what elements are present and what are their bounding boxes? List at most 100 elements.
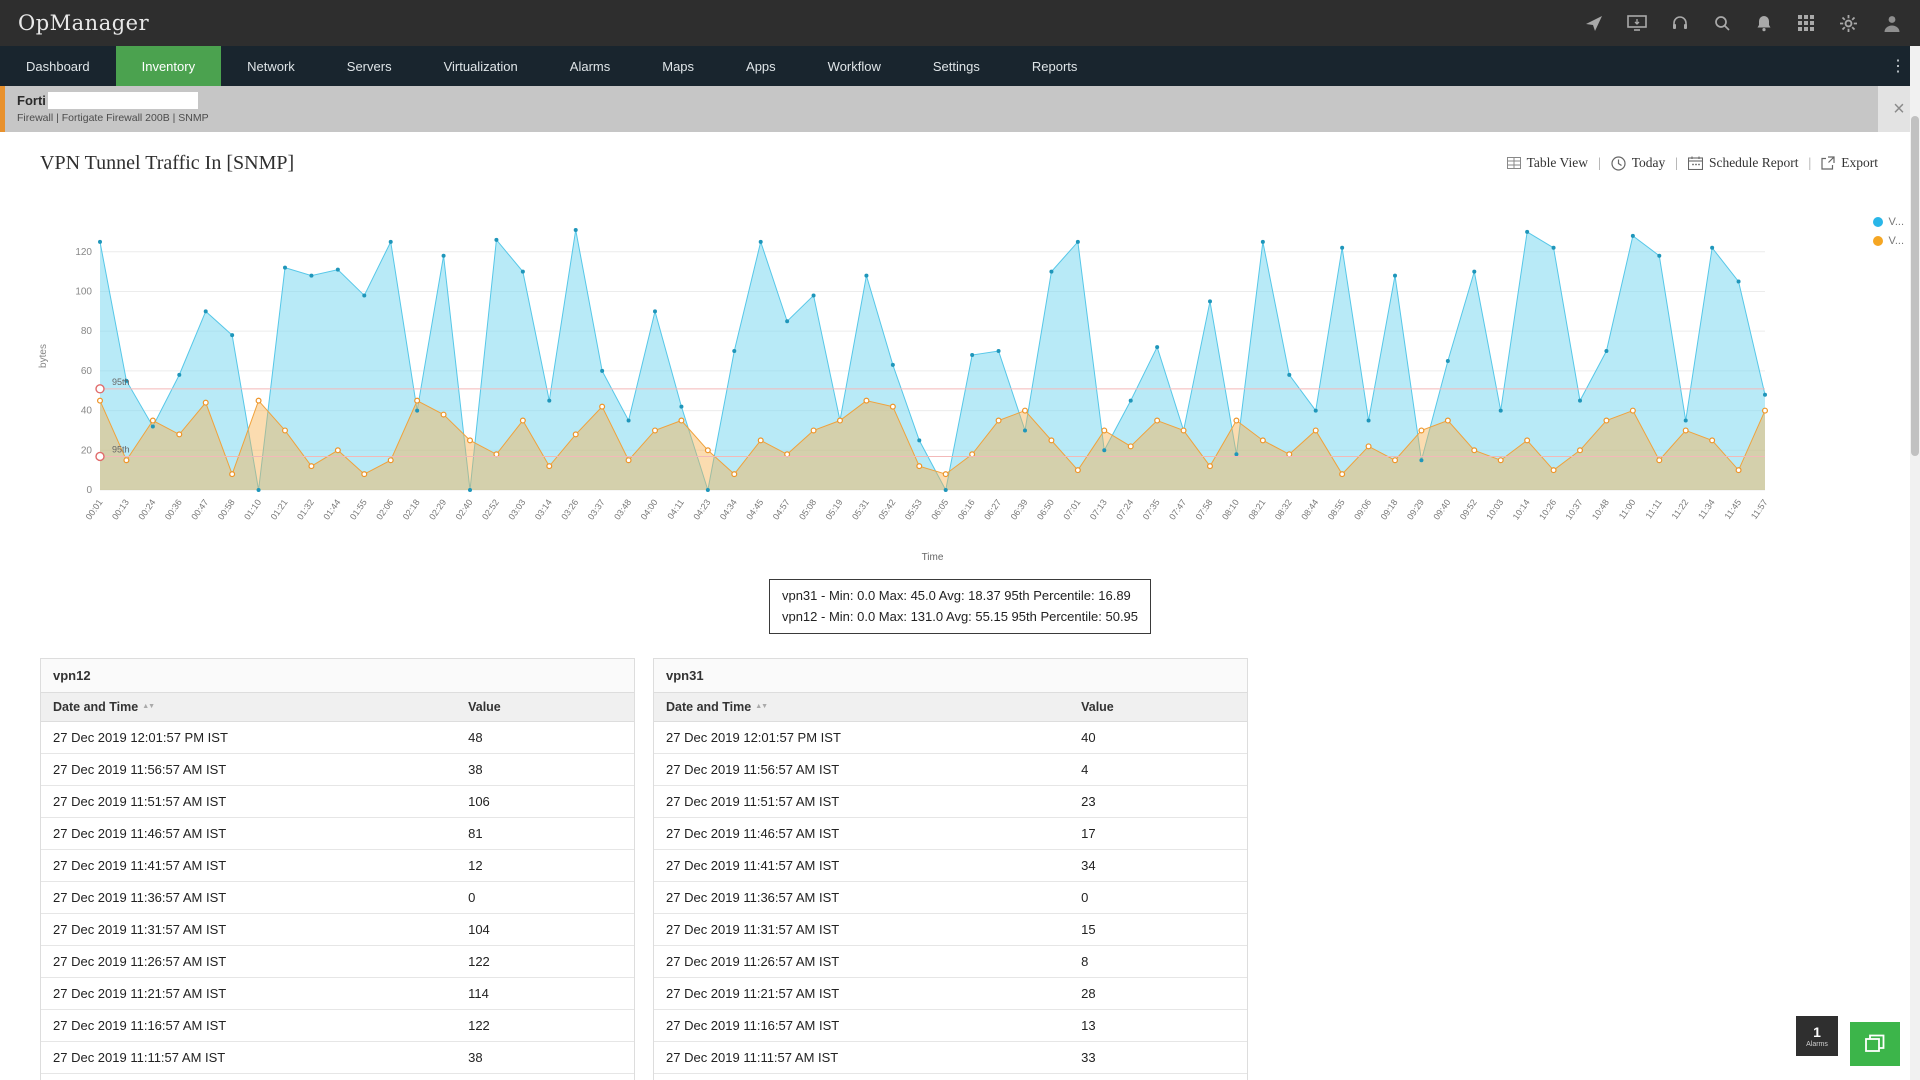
nav-tab-inventory[interactable]: Inventory [115,46,222,86]
cell-value: 0 [1069,1073,1247,1080]
svg-text:40: 40 [81,406,93,417]
column-header-value[interactable]: Value [1081,699,1114,714]
nav-tab-settings[interactable]: Settings [932,58,980,74]
svg-text:04:34: 04:34 [718,497,739,521]
cell-datetime: 27 Dec 2019 11:16:57 AM IST [41,1009,457,1042]
cell-datetime: 27 Dec 2019 11:26:57 AM IST [41,945,457,978]
svg-text:04:23: 04:23 [691,497,712,521]
clock-icon [1611,155,1626,171]
user-avatar-icon[interactable] [1882,13,1902,33]
nav-tab-network[interactable]: Network [247,58,295,74]
cell-datetime: 27 Dec 2019 11:41:57 AM IST [654,849,1070,882]
cell-value: 106 [456,785,634,818]
table-view-button[interactable]: Table View [1506,155,1588,171]
feedback-button[interactable] [1850,1022,1900,1066]
device-meta: Firewall | Fortigate Firewall 200B | SNM… [17,112,209,124]
svg-text:11:22: 11:22 [1670,497,1691,521]
cell-datetime: 27 Dec 2019 11:31:57 AM IST [41,913,457,946]
svg-text:01:21: 01:21 [269,497,290,521]
table-row: 27 Dec 2019 11:26:57 AM IST 8 [654,945,1247,978]
table-row: 27 Dec 2019 11:31:57 AM IST 104 [41,913,634,946]
svg-text:07:01: 07:01 [1061,497,1082,521]
sort-icon[interactable]: ▲▼ [755,703,768,711]
svg-text:04:00: 04:00 [639,497,660,521]
table-row: 27 Dec 2019 11:51:57 AM IST 106 [41,785,634,818]
cell-datetime: 27 Dec 2019 11:51:57 AM IST [654,785,1070,818]
support-headset-icon[interactable] [1671,14,1689,32]
legend-item-vpn12[interactable]: V... [1872,216,1904,228]
send-icon[interactable] [1585,14,1603,32]
notifications-bell-icon[interactable] [1755,14,1773,32]
legend-item-vpn31[interactable]: V... [1872,235,1904,247]
column-header-value[interactable]: Value [468,699,501,714]
device-rename-input[interactable] [47,91,198,109]
svg-text:11:00: 11:00 [1617,497,1638,521]
export-button[interactable]: Export [1821,155,1878,171]
svg-text:11:57: 11:57 [1749,497,1770,521]
cell-value: 8 [1069,945,1247,978]
nav-tab-apps[interactable]: Apps [746,58,776,74]
settings-gear-icon[interactable] [1839,14,1858,33]
cell-datetime: 27 Dec 2019 12:01:57 PM IST [41,721,457,754]
alarms-count-widget[interactable]: 1 Alarms [1796,1016,1838,1056]
table-view-icon [1506,157,1521,169]
stats-line-vpn31: vpn31 - Min: 0.0 Max: 45.0 Avg: 18.37 95… [781,588,1131,603]
svg-text:11:11: 11:11 [1644,497,1664,520]
column-header-datetime[interactable]: Date and Time ▲▼ [666,699,768,714]
cell-value: 114 [456,977,634,1010]
sort-icon[interactable]: ▲▼ [142,703,155,711]
svg-text:04:45: 04:45 [744,497,765,521]
nav-tab-dashboard[interactable]: Dashboard [26,58,90,74]
cell-datetime: 27 Dec 2019 11:41:57 AM IST [41,849,457,882]
svg-text:10:14: 10:14 [1511,497,1532,521]
svg-text:04:11: 04:11 [665,497,686,521]
top-bar: OpManager [0,0,1920,46]
search-icon[interactable] [1713,14,1731,32]
svg-text:100: 100 [75,286,92,297]
svg-text:02:18: 02:18 [401,497,422,521]
cell-value: 0 [456,881,634,914]
table-title: vpn31 [654,658,1247,693]
nav-overflow-icon[interactable]: ⋮ [1890,58,1906,75]
svg-text:03:26: 03:26 [559,497,580,521]
device-bar: Forti Firewall | Fortigate Firewall 200B… [0,86,1920,132]
svg-text:00:36: 00:36 [163,497,184,521]
svg-text:120: 120 [75,247,92,258]
vpn12-table: vpn12 Date and Time ▲▼ Value 27 Dec 2019… [40,657,635,1080]
svg-text:08:55: 08:55 [1326,497,1347,521]
svg-text:09:52: 09:52 [1458,497,1479,521]
time-period-button[interactable]: Today [1611,155,1665,171]
svg-text:05:53: 05:53 [903,497,924,521]
cell-datetime: 27 Dec 2019 11:11:57 AM IST [654,1041,1070,1074]
nav-tab-reports[interactable]: Reports [1031,58,1078,74]
table-row: 27 Dec 2019 11:16:57 AM IST 13 [654,1009,1247,1042]
nav-tab-servers[interactable]: Servers [346,58,392,74]
schedule-report-button[interactable]: Schedule Report [1687,155,1799,171]
cell-value: 0 [1069,881,1247,914]
nav-tab-maps[interactable]: Maps [662,58,695,74]
cell-value: 12 [456,849,634,882]
nav-tab-alarms[interactable]: Alarms [569,58,611,74]
scrollbar-thumb[interactable] [1911,116,1919,456]
table-row: 27 Dec 2019 11:36:57 AM IST 0 [654,881,1247,914]
svg-text:20: 20 [81,445,93,456]
cell-value: 33 [1069,1041,1247,1074]
apps-grid-icon[interactable] [1797,14,1815,32]
table-row: 27 Dec 2019 11:11:57 AM IST 33 [654,1041,1247,1074]
vpn-traffic-chart: 0 20 40 60 80 100 120 bytes 95th 95th 00:01 00:13 00… [0,194,1920,569]
svg-text:05:08: 05:08 [797,497,818,521]
nav-tab-workflow[interactable]: Workflow [827,58,881,74]
screen-share-icon[interactable] [1627,14,1647,32]
svg-text:01:55: 01:55 [348,497,369,521]
svg-text:05:19: 05:19 [824,497,845,521]
table-row: 27 Dec 2019 11:46:57 AM IST 17 [654,817,1247,850]
column-header-datetime[interactable]: Date and Time ▲▼ [53,699,155,714]
cell-datetime: 27 Dec 2019 11:21:57 AM IST [41,977,457,1010]
svg-text:60: 60 [81,366,93,377]
cell-datetime: 27 Dec 2019 12:01:57 PM IST [654,721,1070,754]
svg-text:01:32: 01:32 [295,497,316,521]
nav-tab-virtualization[interactable]: Virtualization [443,58,518,74]
page-scrollbar[interactable] [1910,46,1920,1080]
device-accent-bar [0,86,5,132]
